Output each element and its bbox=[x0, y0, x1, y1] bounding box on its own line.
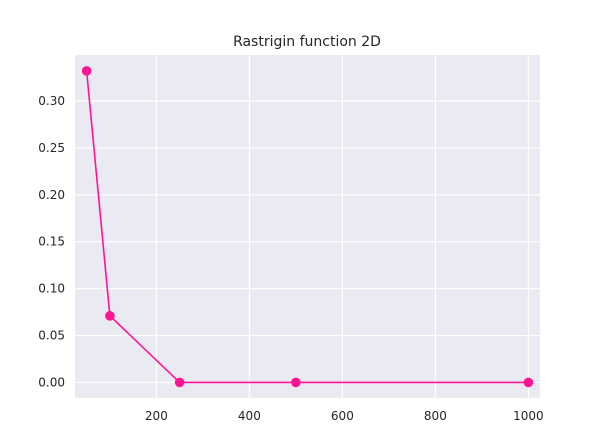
x-tick-label: 800 bbox=[424, 409, 447, 423]
grid-lines bbox=[75, 55, 540, 398]
x-axis-ticks: 200 400 600 800 1000 bbox=[145, 409, 544, 423]
plot-area bbox=[75, 55, 540, 398]
y-tick-label: 0.05 bbox=[38, 329, 65, 343]
x-tick-label: 600 bbox=[331, 409, 354, 423]
x-tick-label: 200 bbox=[145, 409, 168, 423]
y-axis-ticks: 0.00 0.05 0.10 0.15 0.20 0.25 0.30 bbox=[38, 94, 65, 389]
data-point bbox=[291, 377, 301, 388]
data-point bbox=[174, 377, 185, 388]
data-point bbox=[81, 66, 92, 76]
series-group bbox=[81, 66, 534, 388]
y-tick-label: 0.20 bbox=[38, 188, 65, 202]
x-tick-label: 1000 bbox=[513, 409, 544, 423]
y-tick-label: 0.00 bbox=[38, 375, 65, 389]
data-point bbox=[523, 377, 534, 388]
chart-title: Rastrigin function 2D bbox=[233, 34, 381, 50]
y-tick-label: 0.25 bbox=[38, 141, 65, 155]
y-tick-label: 0.15 bbox=[38, 235, 65, 249]
y-tick-label: 0.30 bbox=[38, 94, 65, 108]
data-point bbox=[105, 311, 115, 321]
x-tick-label: 400 bbox=[238, 409, 261, 423]
y-tick-label: 0.10 bbox=[38, 282, 65, 296]
